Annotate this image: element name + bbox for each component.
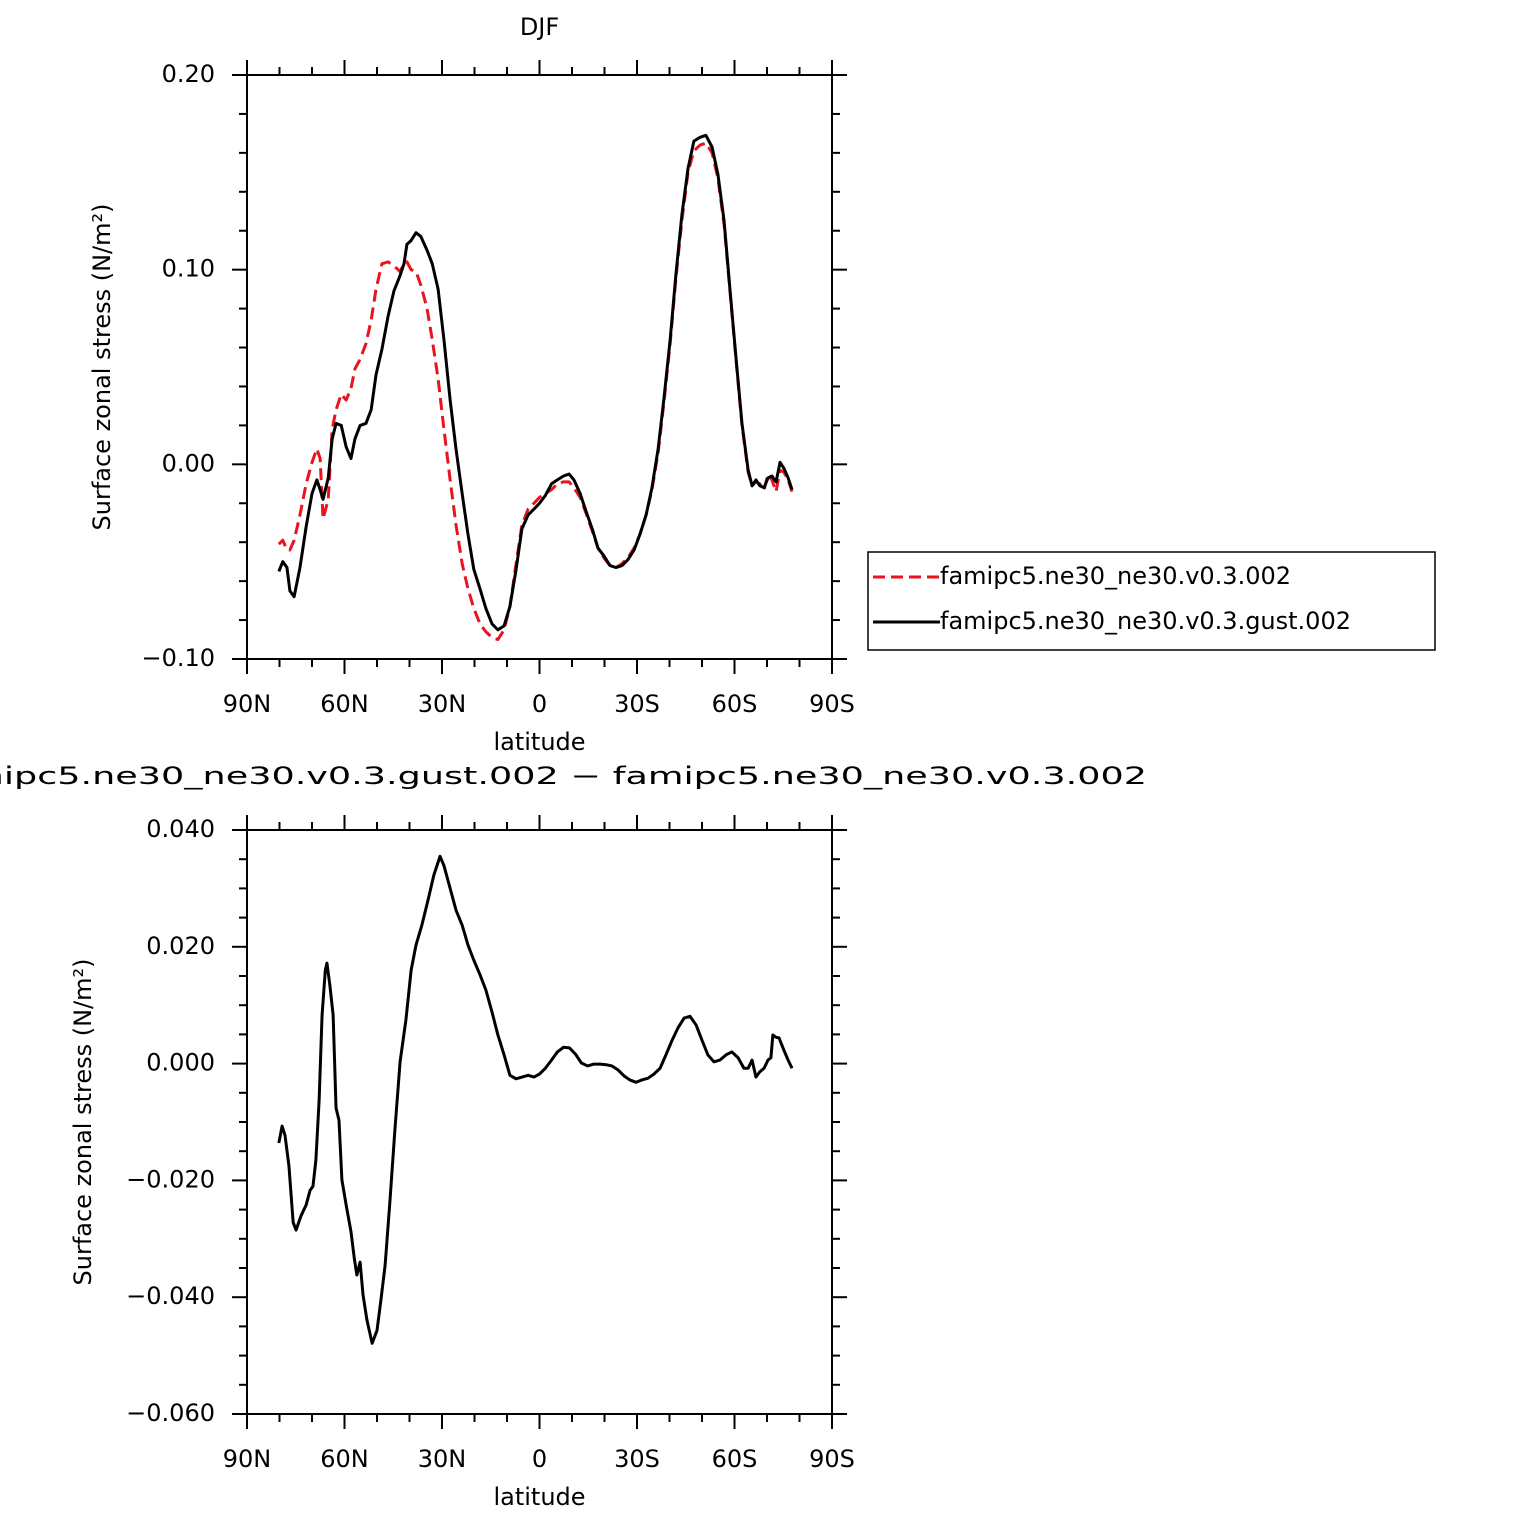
y-tick-label: −0.060 <box>126 1399 215 1427</box>
y-axis-label: Surface zonal stress (N/m²) <box>69 959 97 1286</box>
y-tick-label: 0.10 <box>162 255 215 283</box>
plot-frame <box>246 829 833 1415</box>
data-line <box>277 141 794 642</box>
x-tick-label: 30N <box>418 1445 467 1473</box>
data-line <box>277 133 794 632</box>
x-tick-label: 60N <box>320 690 369 718</box>
y-axis-label: Surface zonal stress (N/m²) <box>88 204 116 531</box>
legend-label: famipc5.ne30_ne30.v0.3.002 <box>940 562 1291 590</box>
x-tick-label: 0 <box>532 1445 547 1473</box>
plot-frame <box>246 74 833 660</box>
legend-box <box>867 551 1436 651</box>
y-tick-label: −0.040 <box>126 1282 215 1310</box>
x-tick-label: 90N <box>223 1445 272 1473</box>
y-tick-label: 0.020 <box>146 932 215 960</box>
x-tick-label: 90S <box>809 690 855 718</box>
x-tick-label: 30N <box>418 690 467 718</box>
chart-title: famipc5.ne30_ne30.v0.3.gust.002 − famipc… <box>0 762 1147 790</box>
x-axis-label: latitude <box>493 1483 585 1511</box>
x-axis-label: latitude <box>493 728 585 756</box>
y-tick-label: 0.000 <box>146 1049 215 1077</box>
y-tick-label: 0.00 <box>162 449 215 477</box>
x-tick-label: 90S <box>809 1445 855 1473</box>
x-tick-label: 60N <box>320 1445 369 1473</box>
x-tick-label: 0 <box>532 690 547 718</box>
x-tick-label: 60S <box>712 690 758 718</box>
legend: famipc5.ne30_ne30.v0.3.002 famipc5.ne30_n… <box>867 551 1436 651</box>
data-line <box>277 854 794 1345</box>
x-tick-label: 30S <box>614 1445 660 1473</box>
y-tick-label: 0.040 <box>146 815 215 843</box>
y-tick-label: 0.20 <box>162 60 215 88</box>
x-tick-label: 30S <box>614 690 660 718</box>
chart-title: DJF <box>520 13 559 41</box>
y-tick-label: −0.10 <box>141 644 215 672</box>
legend-label: famipc5.ne30_ne30.v0.3.gust.002 <box>940 607 1351 635</box>
y-tick-label: −0.020 <box>126 1165 215 1193</box>
x-tick-label: 90N <box>223 690 272 718</box>
x-tick-label: 60S <box>712 1445 758 1473</box>
